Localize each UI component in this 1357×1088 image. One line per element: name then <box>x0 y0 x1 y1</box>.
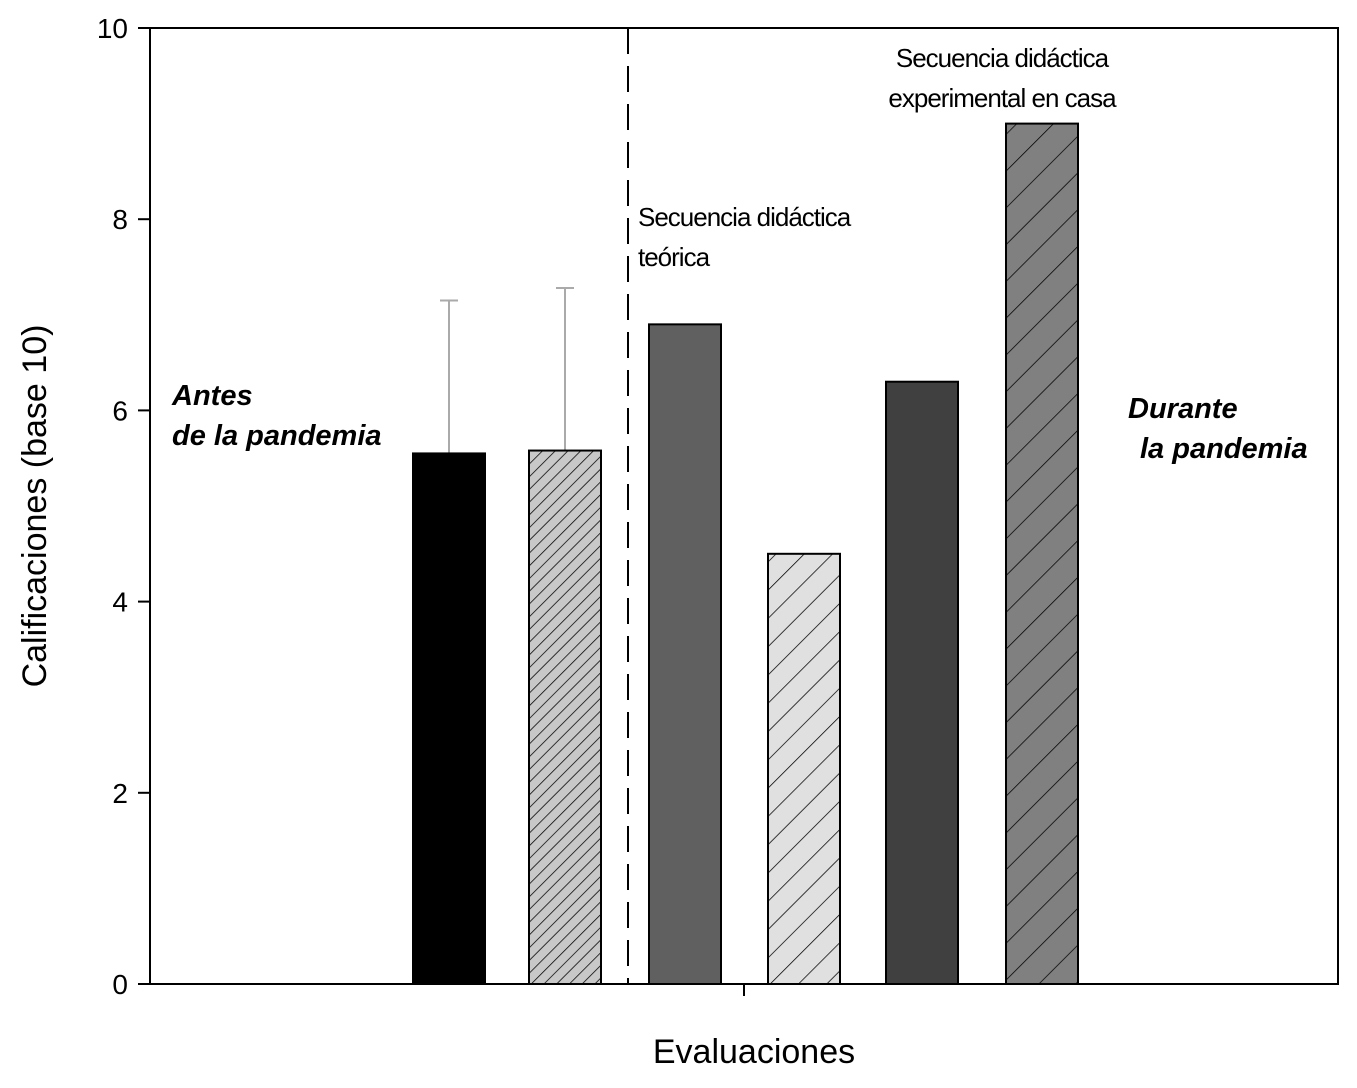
y-tick-label: 10 <box>97 13 128 44</box>
annotation-during-line1: Durante <box>1128 393 1238 425</box>
annotation-theoretical-line2: teórica <box>638 242 711 272</box>
annotation-experimental-line2: experimental en casa <box>888 83 1117 113</box>
bar-3 <box>648 323 722 985</box>
annotation-during-line2: la pandemia <box>1140 433 1308 465</box>
annotation-experimental-line1: Secuencia didáctica <box>896 43 1110 73</box>
y-tick-label: 8 <box>112 204 128 235</box>
annotation-before-line1: Antes <box>171 380 253 412</box>
bar-4 <box>767 552 841 985</box>
y-tick-label: 2 <box>112 778 128 809</box>
x-axis-label: Evaluaciones <box>653 1033 855 1071</box>
bar-1 <box>412 452 486 986</box>
y-axis-ticks: 0 2 4 6 8 10 <box>97 13 150 1000</box>
y-axis-label: Calificaciones (base 10) <box>16 325 54 688</box>
y-tick-label: 4 <box>112 587 128 618</box>
bar-2 <box>528 449 602 985</box>
bars-group <box>412 122 1079 986</box>
annotation-before-line2: de la pandemia <box>172 420 382 452</box>
annotation-theoretical-line1: Secuencia didáctica <box>638 202 852 232</box>
y-tick-label: 0 <box>112 969 128 1000</box>
y-tick-label: 6 <box>112 395 128 426</box>
plot-frame <box>149 27 1339 985</box>
bar-6 <box>1005 122 1079 986</box>
bar-5 <box>885 380 959 986</box>
